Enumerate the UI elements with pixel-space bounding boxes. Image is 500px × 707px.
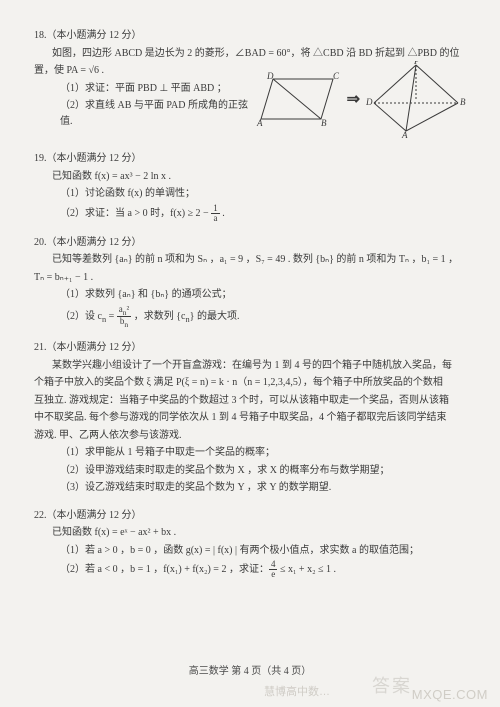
watermark-site: MXQE.COM xyxy=(412,685,488,705)
svg-text:A: A xyxy=(401,130,408,139)
svg-text:P: P xyxy=(413,61,420,66)
p19-sub1: （1）讨论函数 f(x) 的单调性； xyxy=(52,186,466,202)
problem-20: 20.（本小题满分 12 分） 已知等差数列 {aₙ} 的前 n 项和为 Sₙ … xyxy=(34,235,466,329)
implies-arrow: ⇒ xyxy=(347,88,360,113)
p21-sub3: （3）设乙游戏结束时取走的奖品个数为 Y ，求 Y 的数学期望. xyxy=(52,480,466,496)
p18-line2: 置，使 PA = √6 . xyxy=(34,63,249,79)
problem-18-body: 如图，四边形 ABCD 是边长为 2 的菱形，∠BAD = 60°，将 △CBD… xyxy=(34,46,466,140)
p21-line4: 中不取奖品. 每个参与游戏的同学依次从 1 到 4 号箱子中取奖品，4 个箱子都… xyxy=(34,410,466,426)
problem-20-header: 20.（本小题满分 12 分） xyxy=(34,235,466,251)
p20-line2: Tₙ = bₙ₊₁ − 1 . xyxy=(34,270,466,286)
problem-21: 21.（本小题满分 12 分） 某数学兴趣小组设计了一个开盲盒游戏：在编号为 1… xyxy=(34,340,466,496)
page-footer: 高三数学 第 4 页（共 4 页） xyxy=(0,664,500,680)
p22-line1: 已知函数 f(x) = eˣ − ax² + bx . xyxy=(52,525,466,541)
problem-22: 22.（本小题满分 12 分） 已知函数 f(x) = eˣ − ax² + b… xyxy=(34,508,466,580)
svg-text:C: C xyxy=(333,71,340,81)
p21-line2: 个箱子中放入的奖品个数 ξ 满足 P(ξ = n) = k · n（n = 1,… xyxy=(34,375,466,391)
problem-19: 19.（本小题满分 12 分） 已知函数 f(x) = ax³ − 2 ln x… xyxy=(34,151,466,223)
problem-21-body: 某数学兴趣小组设计了一个开盲盒游戏：在编号为 1 到 4 号的四个箱子中随机放入… xyxy=(34,358,466,496)
p19-line1: 已知函数 f(x) = ax³ − 2 ln x . xyxy=(52,169,466,185)
p18-sub1: （1）求证：平面 PBD ⊥ 平面 ABD ； xyxy=(52,81,249,97)
p18-sub2: （2）求直线 AB 与平面 PAD 所成角的正弦值. xyxy=(52,98,249,129)
svg-text:A: A xyxy=(256,118,263,128)
rhombus-diagram: A B C D xyxy=(253,71,341,129)
problem-21-header: 21.（本小题满分 12 分） xyxy=(34,340,466,356)
svg-text:B: B xyxy=(321,118,327,128)
p21-sub2: （2）设甲游戏结束时取走的奖品个数为 X ，求 X 的概率分布与数学期望； xyxy=(52,463,466,479)
p22-sub2: （2）若 a < 0 ，b = 1 ，f(x₁) + f(x₂) = 2 ，求证… xyxy=(52,560,466,579)
svg-text:D: D xyxy=(366,97,373,107)
p20-sub2: （2）设 cn = an²bn ，求数列 {cn} 的最大项. xyxy=(52,305,466,329)
watermark-source: 慧博高中数… xyxy=(264,684,330,701)
p21-sub1: （1）求甲能从 1 号箱子中取走一个奖品的概率； xyxy=(52,445,466,461)
p21-line3: 互独立. 游戏规定：当箱子中奖品的个数超过 3 个时，可以从该箱中取走一个奖品，… xyxy=(34,393,466,409)
p18-line1: 如图，四边形 ABCD 是边长为 2 的菱形，∠BAD = 60°，将 △CBD… xyxy=(52,46,466,62)
p18-figures: A B C D ⇒ xyxy=(253,61,466,139)
svg-text:D: D xyxy=(266,71,274,81)
p20-sub1: （1）求数列 {aₙ} 和 {bₙ} 的通项公式； xyxy=(52,287,466,303)
problem-18: 18.（本小题满分 12 分） 如图，四边形 ABCD 是边长为 2 的菱形，∠… xyxy=(34,28,466,139)
problem-22-body: 已知函数 f(x) = eˣ − ax² + bx . （1）若 a > 0 ，… xyxy=(34,525,466,579)
p19-sub2: （2）求证：当 a > 0 时，f(x) ≥ 2 − 1a . xyxy=(52,204,466,223)
p21-line1: 某数学兴趣小组设计了一个开盲盒游戏：在编号为 1 到 4 号的四个箱子中随机放入… xyxy=(52,358,466,374)
problem-18-header: 18.（本小题满分 12 分） xyxy=(34,28,466,44)
problem-19-body: 已知函数 f(x) = ax³ − 2 ln x . （1）讨论函数 f(x) … xyxy=(34,169,466,223)
p22-sub1: （1）若 a > 0 ，b = 0 ，函数 g(x) = | f(x) | 有两… xyxy=(52,543,466,559)
problem-19-header: 19.（本小题满分 12 分） xyxy=(34,151,466,167)
problem-22-header: 22.（本小题满分 12 分） xyxy=(34,508,466,524)
p21-line5: 游戏. 甲、乙两人依次参与该游戏. xyxy=(34,428,466,444)
tetra-diagram: P D B A xyxy=(366,61,466,139)
svg-text:B: B xyxy=(460,97,466,107)
problem-20-body: 已知等差数列 {aₙ} 的前 n 项和为 Sₙ ，a₁ = 9 ，S₇ = 49… xyxy=(34,252,466,328)
p20-line1: 已知等差数列 {aₙ} 的前 n 项和为 Sₙ ，a₁ = 9 ，S₇ = 49… xyxy=(52,252,466,268)
